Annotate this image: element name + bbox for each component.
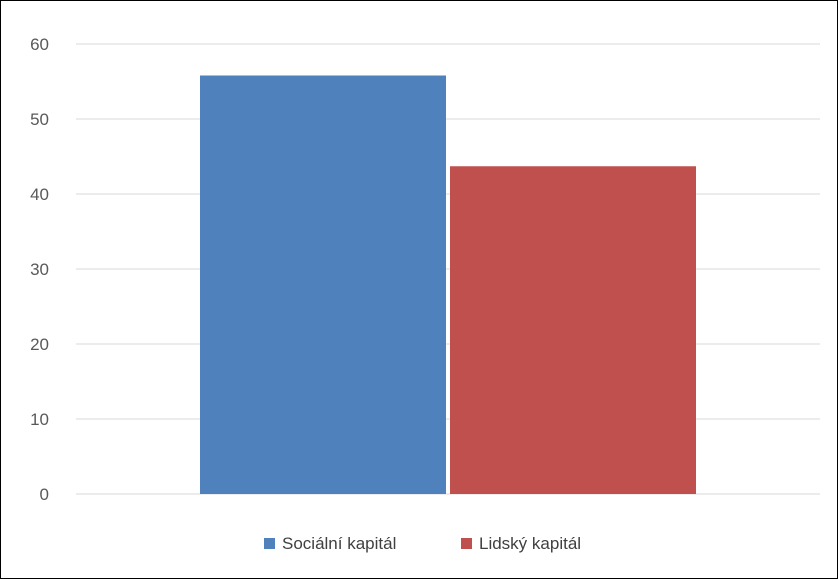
y-tick-label: 30 <box>30 260 49 279</box>
legend: Sociální kapitál Lidský kapitál <box>264 534 581 553</box>
bar-lidsky-kapital <box>450 166 696 494</box>
y-tick-label: 10 <box>30 410 49 429</box>
y-tick-label: 20 <box>30 335 49 354</box>
legend-item-lidsky-kapital: Lidský kapitál <box>461 534 581 553</box>
legend-swatch <box>461 538 472 549</box>
y-tick-label: 40 <box>30 185 49 204</box>
gridlines <box>76 43 820 495</box>
legend-label: Sociální kapitál <box>282 534 396 553</box>
legend-item-socialni-kapital: Sociální kapitál <box>264 534 396 553</box>
bar-socialni-kapital <box>200 75 446 494</box>
legend-swatch <box>264 538 275 549</box>
bars <box>200 75 696 494</box>
y-tick-label: 50 <box>30 110 49 129</box>
y-axis-tick-labels: 0 10 20 30 40 50 60 <box>30 35 49 504</box>
y-tick-label: 0 <box>40 485 49 504</box>
legend-label: Lidský kapitál <box>479 534 581 553</box>
y-tick-label: 60 <box>30 35 49 54</box>
